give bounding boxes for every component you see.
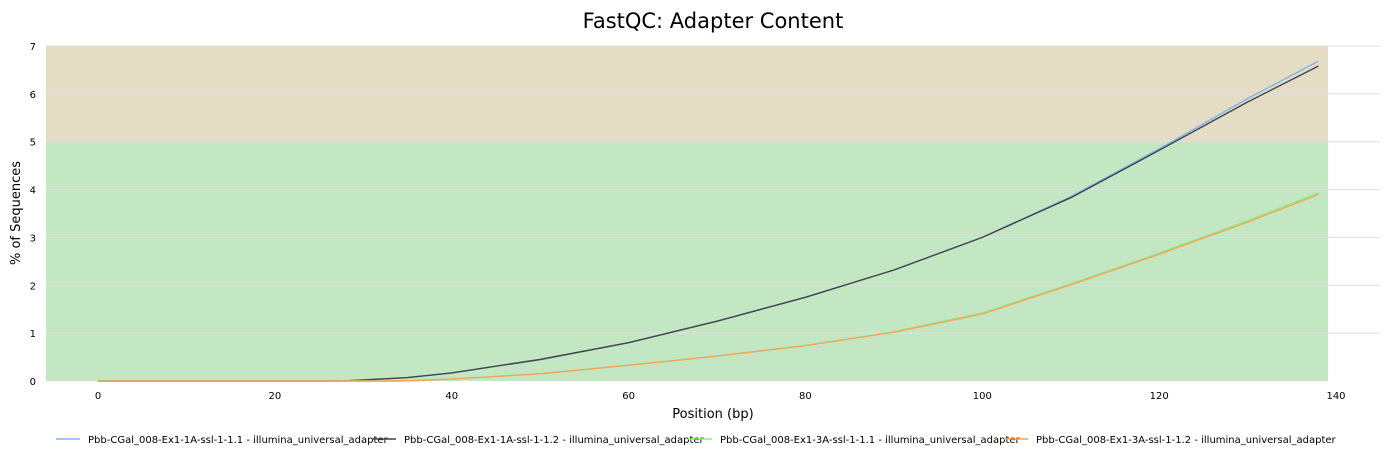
y-axis-ticks: 0 1 2 3 4 5 6 7 <box>30 42 36 388</box>
y-tick-label: 7 <box>30 42 36 53</box>
gridlines <box>46 45 1380 334</box>
y-axis-label: % of Sequences <box>9 161 24 265</box>
legend: Pbb-CGal_008-Ex1-1A-ssl-1-1.1 - illumina… <box>56 435 1337 446</box>
x-axis-label: Position (bp) <box>672 407 753 422</box>
y-tick-label: 6 <box>30 90 36 101</box>
y-tick-label: 0 <box>30 377 36 388</box>
y-tick-label: 3 <box>30 233 36 244</box>
y-tick-label: 4 <box>30 186 36 197</box>
x-tick-label: 100 <box>973 391 992 402</box>
chart-title: FastQC: Adapter Content <box>583 9 844 33</box>
x-tick-label: 40 <box>445 391 458 402</box>
x-tick-label: 0 <box>95 391 101 402</box>
threshold-bands <box>46 46 1328 381</box>
legend-label: Pbb-CGal_008-Ex1-1A-ssl-1-1.2 - illumina… <box>404 435 705 446</box>
legend-label: Pbb-CGal_008-Ex1-3A-ssl-1-1.2 - illumina… <box>1036 435 1337 446</box>
legend-item-3: Pbb-CGal_008-Ex1-3A-ssl-1-1.1 - illumina… <box>688 435 1021 446</box>
y-tick-label: 2 <box>30 281 36 292</box>
series-lines <box>98 60 1319 382</box>
x-axis-ticks: 0 20 40 60 80 100 120 140 <box>95 391 1346 402</box>
y-tick-label: 5 <box>30 138 36 149</box>
series-line-4 <box>98 193 1319 382</box>
legend-label: Pbb-CGal_008-Ex1-1A-ssl-1-1.1 - illumina… <box>88 435 389 446</box>
x-tick-label: 140 <box>1326 391 1345 402</box>
legend-item-2: Pbb-CGal_008-Ex1-1A-ssl-1-1.2 - illumina… <box>372 435 705 446</box>
legend-item-4: Pbb-CGal_008-Ex1-3A-ssl-1-1.2 - illumina… <box>1004 435 1337 446</box>
x-tick-label: 20 <box>268 391 281 402</box>
x-tick-label: 80 <box>799 391 812 402</box>
x-tick-label: 120 <box>1150 391 1169 402</box>
y-tick-label: 1 <box>30 329 36 340</box>
legend-label: Pbb-CGal_008-Ex1-3A-ssl-1-1.1 - illumina… <box>720 435 1021 446</box>
legend-item-1: Pbb-CGal_008-Ex1-1A-ssl-1-1.1 - illumina… <box>56 435 389 446</box>
threshold-band-0 <box>46 141 1328 381</box>
x-tick-label: 60 <box>622 391 635 402</box>
